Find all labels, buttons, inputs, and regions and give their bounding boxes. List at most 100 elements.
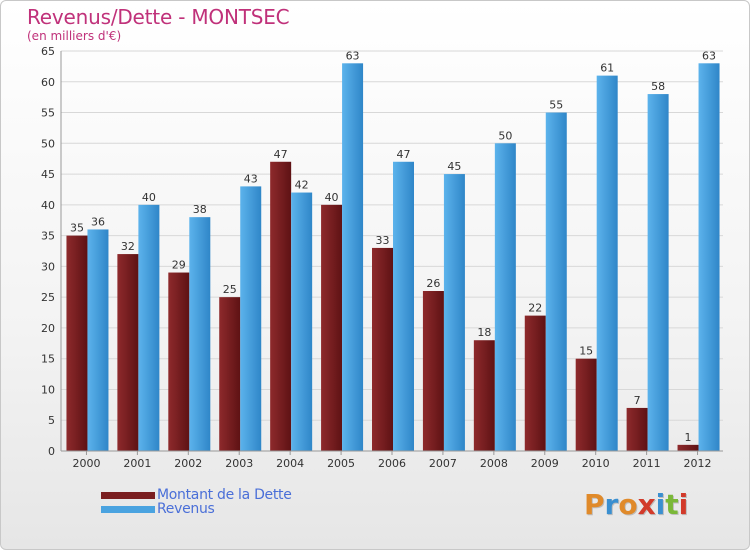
x-tick-label-2007: 2007 [429,457,457,470]
logo-letter: x [637,488,656,521]
debt-value-2001: 32 [121,240,135,253]
revenue-bar-2000 [87,229,109,451]
revenue-value-2001: 40 [142,191,156,204]
x-tick-label-2001: 2001 [123,457,151,470]
revenue-bar-2001 [138,204,160,451]
debt-value-2004: 47 [274,148,288,161]
y-tick-label: 30 [41,260,55,273]
revenue-value-2005: 63 [346,49,360,62]
revenue-bar-2005 [342,63,364,452]
logo-letter: i [678,488,689,521]
debt-value-2011: 7 [634,394,641,407]
debt-bar-2002 [168,272,190,451]
debt-bar-2004 [270,161,292,451]
legend: Montant de la Dette Revenus [101,487,292,517]
y-tick-label: 60 [41,76,55,89]
revenue-value-2012: 63 [702,49,716,62]
revenue-value-2004: 42 [295,179,309,192]
logo-letter: o [618,488,638,521]
y-axis: 0 5 10 15 20 25 30 35 40 45 50 55 60 65 [41,45,62,458]
x-tick-label-2000: 2000 [72,457,100,470]
debt-bar-2000 [66,235,88,451]
proxiti-logo: Proxiti [584,488,688,521]
revenue-bar-2004 [291,192,313,452]
debt-value-2007: 26 [426,277,440,290]
debt-value-2006: 33 [376,234,390,247]
debt-value-2008: 18 [477,326,491,339]
debt-value-2009: 22 [528,302,542,315]
revenue-value-2009: 55 [549,99,563,112]
debt-value-2005: 40 [325,191,339,204]
debt-value-2012: 1 [685,431,692,444]
revenue-value-2010: 61 [600,62,614,75]
x-tick-label-2004: 2004 [276,457,304,470]
revenue-bar-2012 [698,63,720,452]
value-labels: 35 36 32 40 29 38 25 43 47 42 40 63 33 47 26 45 18 50 22 55… [70,49,716,444]
x-tick-label-2003: 2003 [225,457,253,470]
debt-bar-2012 [677,444,699,451]
debt-bar-2001 [117,254,139,451]
revenue-value-2003: 43 [244,172,258,185]
x-tick-label-2008: 2008 [480,457,508,470]
revenue-value-2002: 38 [193,203,207,216]
y-tick-label: 10 [41,383,55,396]
x-tick-label-2002: 2002 [174,457,202,470]
revenue-bar-2008 [494,143,516,452]
y-tick-label: 55 [41,107,55,120]
debt-bar-2005 [321,204,343,451]
legend-item-debt: Montant de la Dette [101,487,292,503]
y-tick-label: 15 [41,353,55,366]
revenue-bar-2010 [596,75,618,451]
logo-letter: i [655,488,666,521]
legend-swatch-debt [101,491,155,499]
debt-bar-2006 [372,247,393,451]
legend-label-revenue: Revenus [157,501,215,517]
x-tick-label-2009: 2009 [531,457,559,470]
debt-value-2010: 15 [579,345,593,358]
legend-item-revenue: Revenus [101,501,292,517]
y-tick-label: 65 [41,45,55,58]
revenue-bar-2009 [545,112,567,452]
debt-bar-2007 [422,291,444,451]
debt-value-2002: 29 [172,259,186,272]
x-tick-label-2011: 2011 [633,457,661,470]
revenue-bar-2006 [393,161,414,451]
legend-label-debt: Montant de la Dette [157,487,292,503]
x-tick-label-2010: 2010 [582,457,610,470]
y-tick-label: 50 [41,137,55,150]
y-tick-label: 35 [41,230,55,243]
chart-title: Revenus/Dette - MONTSEC [27,5,290,29]
debt-value-2000: 35 [70,222,84,235]
y-tick-label: 40 [41,199,55,212]
debt-bar-2011 [626,407,648,451]
y-tick-label: 20 [41,322,55,335]
revenue-bar-2002 [189,217,211,451]
revenue-value-2000: 36 [91,215,105,228]
y-tick-label: 25 [41,291,55,304]
revenue-value-2007: 45 [447,160,461,173]
y-tick-label: 45 [41,168,55,181]
debt-bar-2003 [219,297,241,451]
y-tick-label: 0 [48,445,55,458]
x-tick-label-2012: 2012 [684,457,712,470]
legend-swatch-revenue [101,505,155,513]
revenue-value-2006: 47 [397,148,411,161]
debt-bar-2010 [575,358,597,451]
x-tick-label-2005: 2005 [327,457,355,470]
chart-subtitle: (en milliers d'€) [27,29,122,43]
revenue-value-2011: 58 [651,80,665,93]
logo-letter: P [584,488,605,521]
logo-letter: t [665,488,679,521]
revenue-value-2008: 50 [498,129,512,142]
debt-value-2003: 25 [223,283,237,296]
revenue-bar-2007 [443,174,465,452]
y-tick-label: 5 [48,414,55,427]
revenue-bar-2011 [647,94,669,452]
logo-letter: r [604,488,619,521]
debt-bar-2009 [524,315,546,451]
bars [66,63,720,452]
x-tick-label-2006: 2006 [378,457,406,470]
revenue-bar-2003 [240,186,262,451]
